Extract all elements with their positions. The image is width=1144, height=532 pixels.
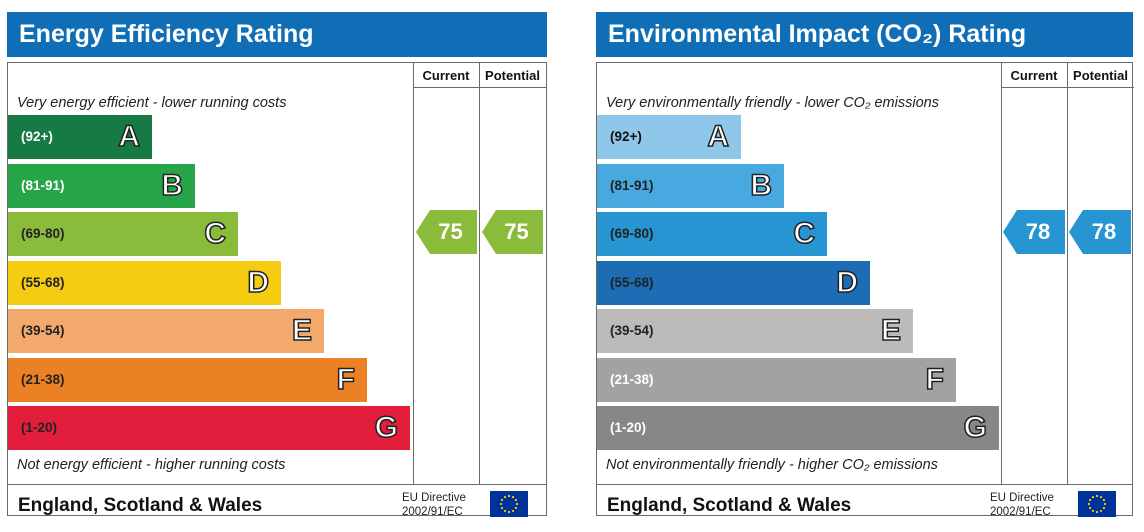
column-divider	[479, 63, 480, 485]
band-letter: C	[793, 216, 816, 251]
band-range-label: (1-20)	[610, 420, 647, 435]
bottom-caption: Not energy efficient - higher running co…	[17, 457, 286, 473]
bottom-caption: Not environmentally friendly - higher CO…	[606, 457, 938, 473]
band-letter: D	[247, 265, 270, 300]
band-range-label: (81-91)	[610, 177, 654, 193]
top-caption: Very environmentally friendly - lower CO…	[606, 95, 939, 111]
band-letter: G	[374, 410, 399, 445]
band-letter: E	[291, 313, 313, 348]
band-range-label: (1-20)	[21, 420, 58, 435]
band-letter: A	[707, 119, 730, 154]
band-letter: F	[925, 362, 945, 397]
eu-flag-icon	[1078, 491, 1116, 517]
band-range-label: (69-80)	[610, 226, 654, 241]
band-d: (55-68) D	[597, 260, 870, 305]
directive-line-1: EU Directive	[990, 492, 1054, 504]
band-g: (1-20) G	[597, 406, 999, 450]
band-letter: C	[204, 216, 227, 251]
directive-line-2: 2002/91/EC	[990, 506, 1051, 518]
band-letter: E	[880, 313, 902, 348]
band-range-label: (21-38)	[610, 371, 654, 387]
panel-title: Energy Efficiency Rating	[7, 12, 547, 57]
footer-divider	[597, 484, 1132, 485]
band-range-label: (55-68)	[21, 274, 65, 290]
band-c: (69-80) C	[597, 212, 827, 256]
panel-title: Environmental Impact (CO₂) Rating	[596, 12, 1133, 57]
band-d: (55-68) D	[8, 260, 281, 305]
top-caption: Very energy efficient - lower running co…	[17, 95, 287, 111]
band-range-label: (81-91)	[21, 177, 65, 193]
footer-divider	[8, 484, 546, 485]
footer-region: England, Scotland & Wales	[607, 495, 852, 516]
potential-header: Potential	[1073, 68, 1128, 83]
column-divider	[1067, 63, 1068, 485]
current-rating-arrow: 78	[1003, 210, 1065, 254]
current-rating-arrow: 75	[416, 210, 477, 254]
band-letter: B	[750, 168, 773, 203]
band-letter: F	[336, 362, 356, 397]
current-rating-value: 75	[438, 219, 463, 244]
header-divider	[1001, 87, 1134, 88]
potential-header: Potential	[485, 68, 540, 83]
band-range-label: (39-54)	[610, 323, 654, 338]
band-letter: B	[161, 168, 184, 203]
band-range-label: (69-80)	[21, 226, 65, 241]
band-e: (39-54) E	[8, 309, 324, 353]
environmental-impact-panel: Environmental Impact (CO₂) Rating Curren…	[596, 12, 1134, 519]
band-b: (81-91) B	[597, 163, 784, 208]
band-letter: A	[118, 119, 141, 154]
current-rating-value: 78	[1025, 219, 1051, 244]
band-range-label: (92+)	[21, 129, 53, 144]
directive-line-2: 2002/91/EC	[402, 506, 463, 518]
footer-region: England, Scotland & Wales	[18, 495, 263, 516]
eu-directive: EU Directive 2002/91/EC	[990, 491, 1054, 519]
band-letter: D	[836, 265, 859, 300]
energy-efficiency-panel: Energy Efficiency Rating Current Potenti…	[7, 12, 547, 519]
band-f: (21-38) F	[597, 357, 956, 402]
potential-rating-value: 78	[1091, 219, 1117, 244]
band-e: (39-54) E	[597, 309, 913, 353]
column-divider	[1001, 63, 1002, 485]
band-range-label: (92+)	[610, 129, 642, 144]
band-range-label: (21-38)	[21, 371, 65, 387]
band-range-label: (39-54)	[21, 323, 65, 338]
eu-directive: EU Directive 2002/91/EC	[402, 491, 466, 519]
header-divider	[413, 87, 546, 88]
potential-rating-value: 75	[504, 219, 529, 244]
band-range-label: (55-68)	[610, 274, 654, 290]
band-g: (1-20) G	[8, 406, 410, 450]
band-letter: G	[963, 410, 988, 445]
band-a: (92+) A	[8, 115, 152, 159]
current-header: Current	[1010, 68, 1058, 83]
band-f: (21-38) F	[8, 357, 367, 402]
band-b: (81-91) B	[8, 163, 195, 208]
band-a: (92+) A	[597, 115, 741, 159]
eu-flag-icon	[490, 491, 528, 517]
chart-frame: Current Potential Very environmentally f…	[596, 62, 1134, 519]
band-c: (69-80) C	[8, 212, 238, 256]
potential-rating-arrow: 78	[1069, 210, 1131, 254]
chart-frame: Current Potential Very energy efficient …	[7, 62, 547, 519]
current-header: Current	[422, 68, 470, 83]
potential-rating-arrow: 75	[482, 210, 543, 254]
directive-line-1: EU Directive	[402, 492, 466, 504]
column-divider	[413, 63, 414, 485]
